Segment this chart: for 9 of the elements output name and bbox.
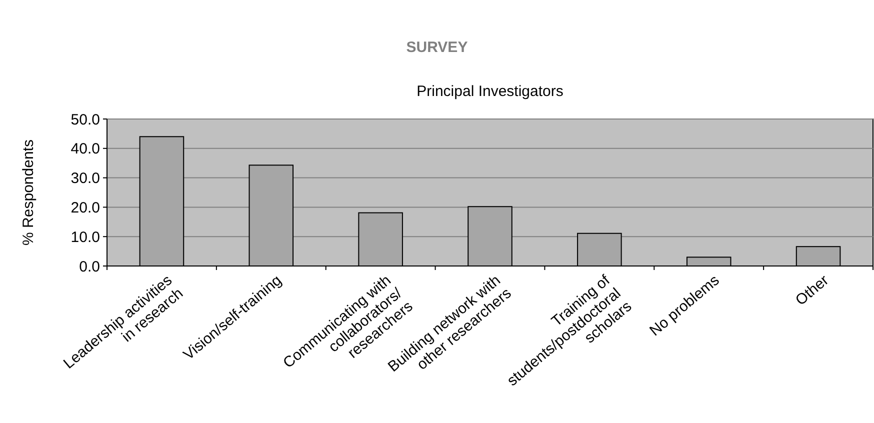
y-tick-label: 0.0 bbox=[79, 258, 100, 276]
chart-title: SURVEY bbox=[406, 39, 468, 56]
chart-subtitle: Principal Investigators bbox=[416, 83, 564, 100]
y-tick-label: 40.0 bbox=[70, 140, 100, 158]
y-tick-label: 50.0 bbox=[70, 111, 100, 128]
y-tick-label: 20.0 bbox=[70, 199, 100, 216]
y-axis-title: % Respondents bbox=[20, 140, 37, 246]
y-tick-label: 10.0 bbox=[70, 228, 100, 246]
y-tick-label: 30.0 bbox=[70, 170, 100, 188]
